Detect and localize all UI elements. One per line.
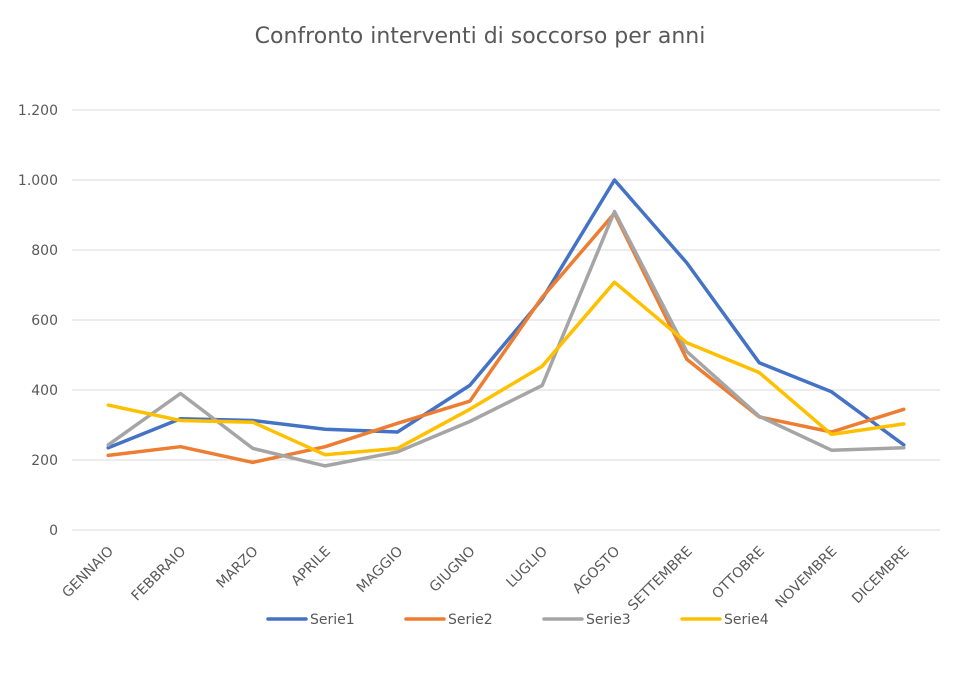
legend-item: Serie3 xyxy=(542,612,631,628)
legend-item: Serie4 xyxy=(680,612,769,628)
series-line-4 xyxy=(106,280,906,457)
y-tick-label: 1.200 xyxy=(18,103,58,119)
series-line-1 xyxy=(106,178,906,450)
gridlines xyxy=(72,109,940,531)
x-tick-label: GENNAIO xyxy=(59,544,117,602)
chart-title: Confronto interventi di soccorso per ann… xyxy=(255,24,706,49)
series-line-3 xyxy=(106,209,906,468)
x-tick-label: MAGGIO xyxy=(354,544,407,597)
x-tick-label: DICEMBRE xyxy=(849,544,912,607)
x-tick-label: FEBBRAIO xyxy=(129,544,190,605)
y-tick-label: 800 xyxy=(31,243,58,259)
y-axis-ticks: 0 200 400 600 800 1.000 1.200 xyxy=(18,103,58,539)
legend-label: Serie1 xyxy=(310,612,355,628)
legend-label: Serie4 xyxy=(724,612,769,628)
y-tick-label: 200 xyxy=(31,453,58,469)
x-tick-label: OTTOBRE xyxy=(709,544,768,603)
x-tick-label: SETTEMBRE xyxy=(625,544,696,615)
y-tick-label: 1.000 xyxy=(18,173,58,189)
y-tick-label: 600 xyxy=(31,313,58,329)
series-lines xyxy=(106,178,906,468)
series-line-2 xyxy=(106,211,906,465)
legend-item: Serie2 xyxy=(404,612,493,628)
y-tick-label: 0 xyxy=(49,523,58,539)
legend: Serie1 Serie2 Serie3 Serie4 xyxy=(266,612,769,628)
x-tick-label: LUGLIO xyxy=(504,544,551,591)
x-tick-label: APRILE xyxy=(288,544,334,590)
x-tick-label: MARZO xyxy=(214,544,262,592)
x-tick-label: NOVEMBRE xyxy=(772,544,840,612)
x-tick-label: GIUGNO xyxy=(427,544,479,596)
y-tick-label: 400 xyxy=(31,383,58,399)
legend-label: Serie3 xyxy=(586,612,631,628)
legend-item: Serie1 xyxy=(266,612,355,628)
x-axis-ticks: GENNAIO FEBBRAIO MARZO APRILE MAGGIO GIUGNO LU… xyxy=(59,544,912,615)
x-tick-label: AGOSTO xyxy=(570,544,624,598)
legend-label: Serie2 xyxy=(448,612,493,628)
